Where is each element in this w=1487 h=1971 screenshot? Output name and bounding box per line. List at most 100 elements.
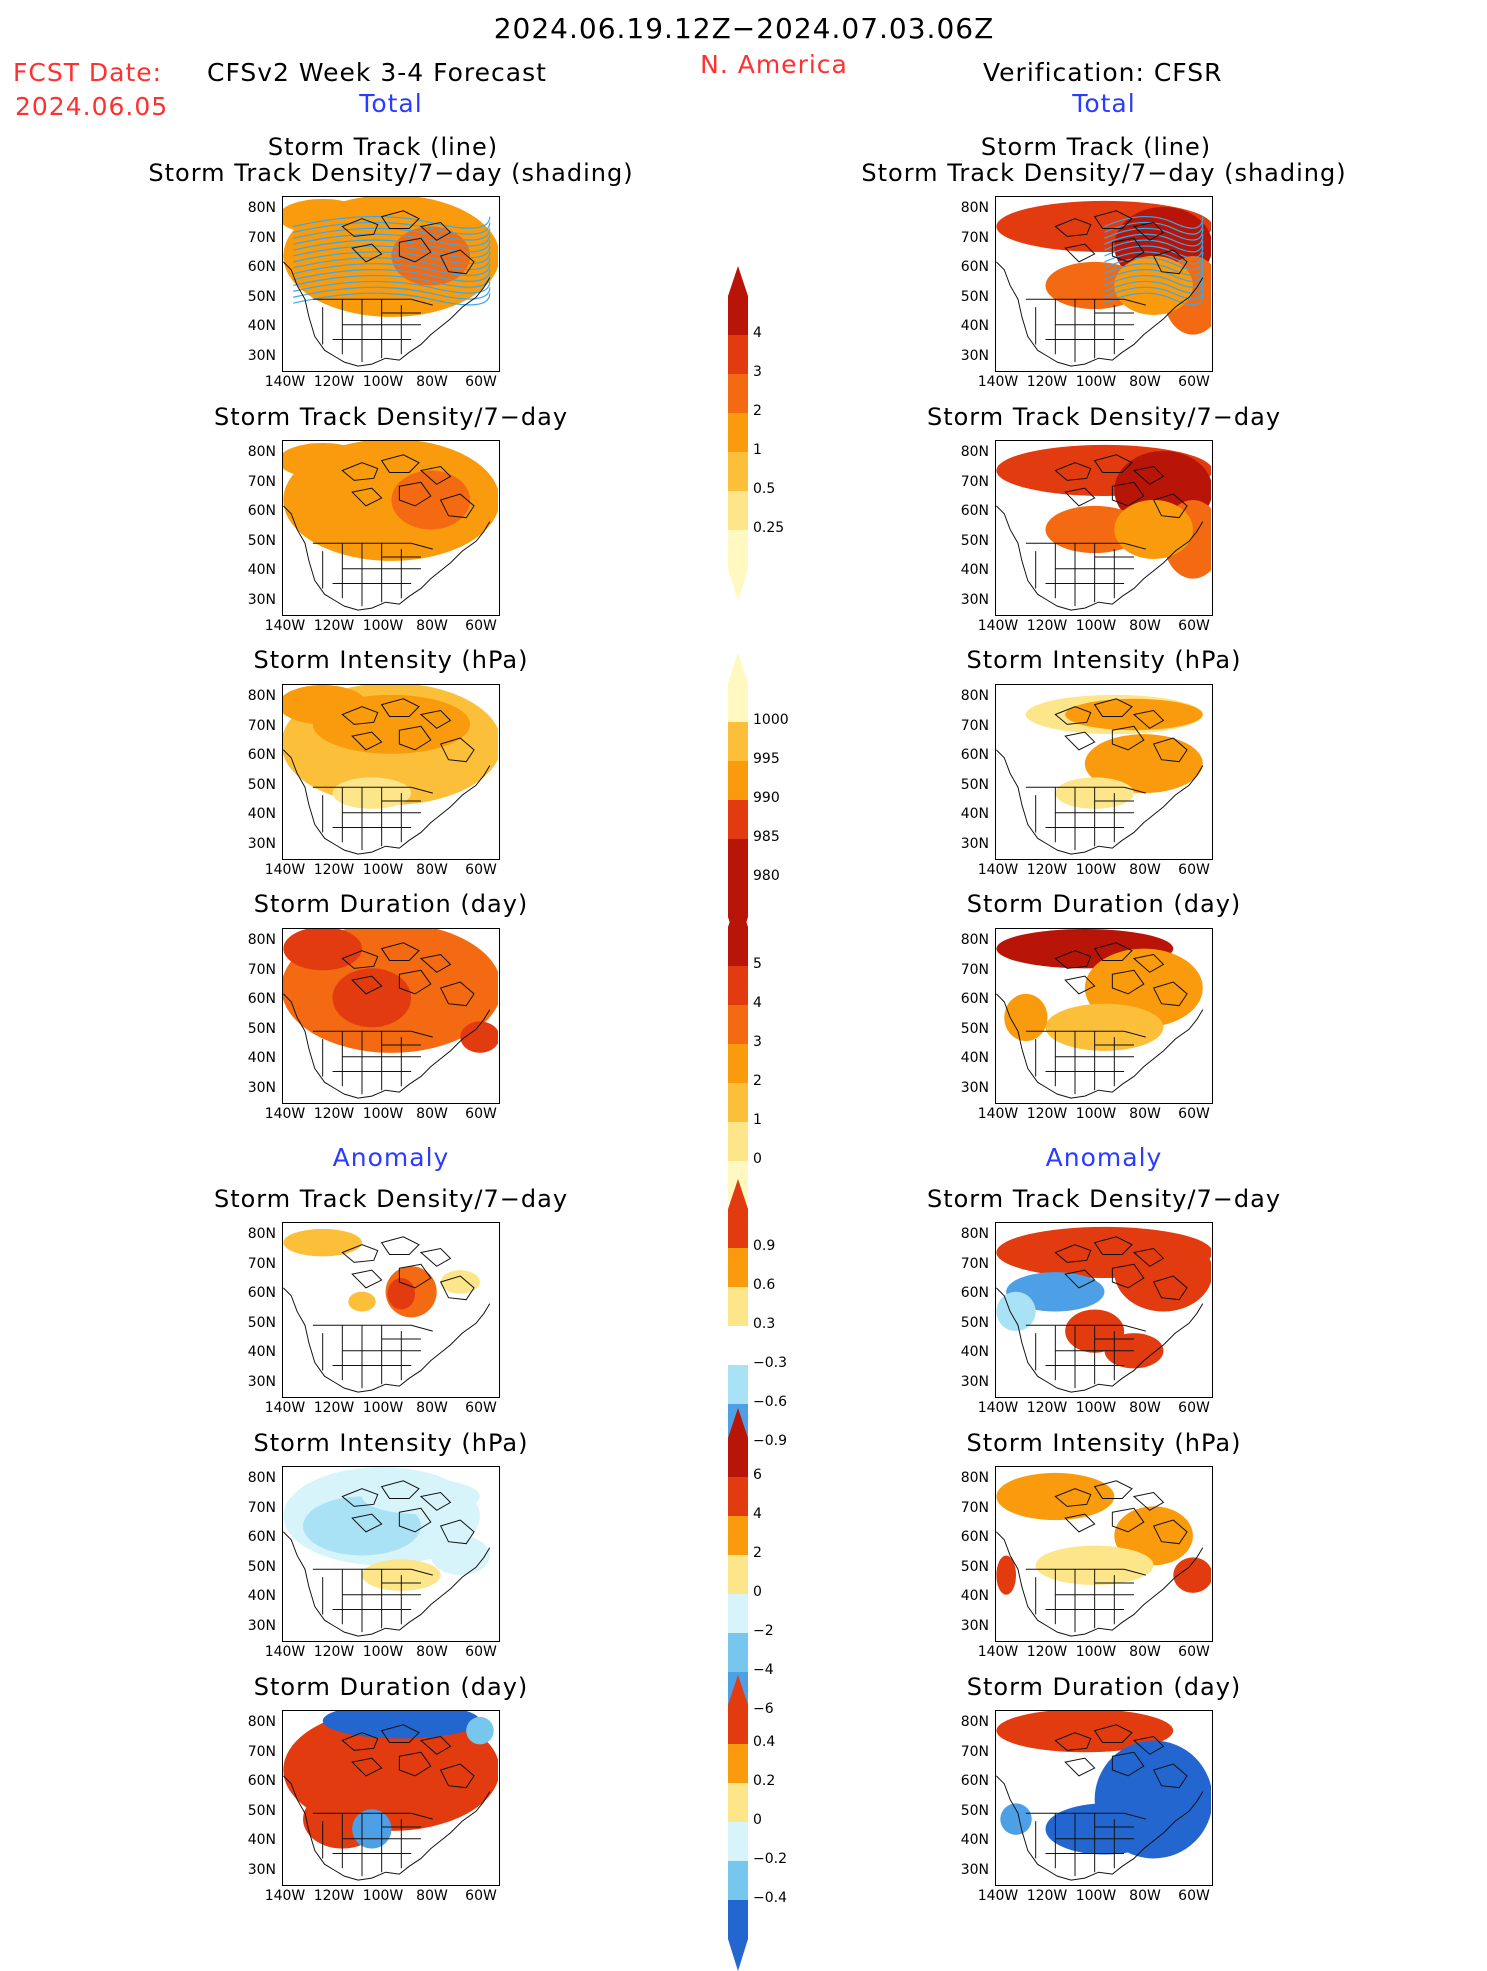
colorbar-swatch (728, 683, 748, 722)
lat-tick-label: 50N (247, 776, 276, 793)
lon-tick-label: 60W (465, 1400, 497, 1416)
map-panel (995, 440, 1213, 616)
lat-tick-label: 60N (247, 991, 276, 1007)
map-outline (283, 261, 491, 367)
lat-tick-label: 30N (960, 1617, 989, 1634)
lon-tick-label: 60W (465, 1106, 497, 1122)
map-outline (283, 505, 491, 611)
lon-tick-label: 60W (465, 862, 497, 878)
lat-tick-label: 50N (960, 1558, 989, 1575)
map-outline (283, 1775, 491, 1881)
lon-tick-label: 100W (362, 862, 404, 878)
colorbar-arrow (728, 1408, 748, 1438)
shading-area (1035, 1545, 1154, 1585)
colorbar-swatch (728, 491, 748, 530)
fcst-date-value: 2024.06.05 (15, 92, 169, 121)
lon-tick-label: 80W (1129, 862, 1161, 878)
colorbar-label: 0.25 (753, 520, 785, 536)
storm-track-line (293, 233, 491, 247)
map-panel (282, 1222, 500, 1398)
colorbar-swatch (728, 1005, 748, 1044)
map-plot (283, 441, 498, 611)
colorbar-swatch (728, 1477, 748, 1516)
shading-area (1000, 1803, 1032, 1835)
lon-tick-label: 140W (977, 1400, 1019, 1416)
colorbar-swatch (728, 1287, 748, 1326)
map-plot (996, 1711, 1211, 1881)
lon-tick-label: 60W (1178, 618, 1210, 634)
map-plot (996, 444, 1211, 611)
lat-tick-label: 60N (960, 1773, 989, 1789)
map-panel (995, 1466, 1213, 1642)
lat-tick-label: 70N (960, 717, 989, 734)
lat-tick-label: 70N (247, 473, 276, 490)
colorbar-swatch (728, 800, 748, 839)
storm-track-line (293, 269, 491, 282)
lat-tick-label: 50N (247, 532, 276, 549)
map-outline (1025, 786, 1146, 851)
region-label: N. America (700, 50, 848, 79)
shading-area (1114, 1232, 1211, 1312)
panel-title: Storm Track Density/7−day (shading) (148, 159, 634, 187)
colorbar-swatch (728, 1083, 748, 1122)
lon-tick-label: 140W (977, 862, 1019, 878)
colorbar-swatch (728, 1861, 748, 1900)
map-outline (283, 749, 491, 855)
lat-tick-label: 60N (247, 1285, 276, 1301)
lon-tick-label: 120W (313, 1106, 355, 1122)
lon-tick-label: 140W (264, 374, 306, 390)
colorbar-arrow (728, 1675, 748, 1705)
lon-tick-label: 60W (465, 1888, 497, 1904)
storm-track-line (1104, 251, 1204, 265)
lat-tick-label: 60N (960, 1285, 989, 1301)
lat-tick-label: 60N (960, 259, 989, 275)
map-outline (341, 1724, 475, 1789)
colorbar-label: 3 (753, 1034, 762, 1050)
lon-tick-label: 80W (1129, 1400, 1161, 1416)
panel-title: Storm Duration (day) (253, 890, 529, 918)
storm-track-line (1104, 286, 1204, 300)
colorbar-label: 5 (753, 956, 762, 972)
colorbar-label: 1 (753, 1112, 762, 1128)
lat-tick-label: 70N (960, 1743, 989, 1760)
storm-track-line (1104, 274, 1204, 288)
shading-area (283, 685, 367, 725)
lon-tick-label: 80W (1129, 374, 1161, 390)
colorbar-label: 1000 (753, 712, 789, 728)
map-outline (996, 1287, 1204, 1393)
storm-track-line (1104, 280, 1204, 294)
lat-tick-label: 30N (960, 835, 989, 852)
lon-tick-label: 100W (1075, 1888, 1117, 1904)
lat-tick-label: 60N (247, 747, 276, 763)
colorbar-swatch (728, 1594, 748, 1633)
panel-title: Storm Track Density/7−day (shading) (861, 159, 1347, 187)
lat-tick-label: 40N (960, 318, 989, 334)
lat-tick-label: 50N (247, 1314, 276, 1331)
map-outline (1025, 1324, 1146, 1389)
panel-title: Storm Intensity (hPa) (966, 646, 1242, 674)
lon-tick-label: 80W (416, 1644, 448, 1660)
lat-tick-label: 40N (960, 1588, 989, 1604)
lat-tick-label: 50N (960, 1314, 989, 1331)
lon-tick-label: 140W (264, 862, 306, 878)
lon-tick-label: 60W (1178, 1106, 1210, 1122)
map-outline (341, 1480, 475, 1545)
verification-label: Verification: CFSR (983, 58, 1223, 87)
lat-tick-label: 50N (960, 288, 989, 305)
lat-tick-label: 80N (247, 1470, 276, 1486)
lat-tick-label: 80N (960, 1470, 989, 1486)
colorbar-swatch (728, 1044, 748, 1083)
lat-tick-label: 70N (247, 1499, 276, 1516)
lon-tick-label: 60W (1178, 1888, 1210, 1904)
lat-tick-label: 40N (247, 1832, 276, 1848)
lat-tick-label: 70N (960, 229, 989, 246)
shading-area (1173, 1557, 1211, 1593)
lon-tick-label: 80W (416, 374, 448, 390)
lon-tick-label: 80W (1129, 1106, 1161, 1122)
lat-tick-label: 30N (247, 1373, 276, 1390)
colorbar-swatch (728, 927, 748, 966)
fcst-date-label: FCST Date: (13, 58, 163, 87)
lon-tick-label: 80W (1129, 1644, 1161, 1660)
lat-tick-label: 70N (960, 1499, 989, 1516)
colorbar-label: 0.2 (753, 1773, 776, 1789)
